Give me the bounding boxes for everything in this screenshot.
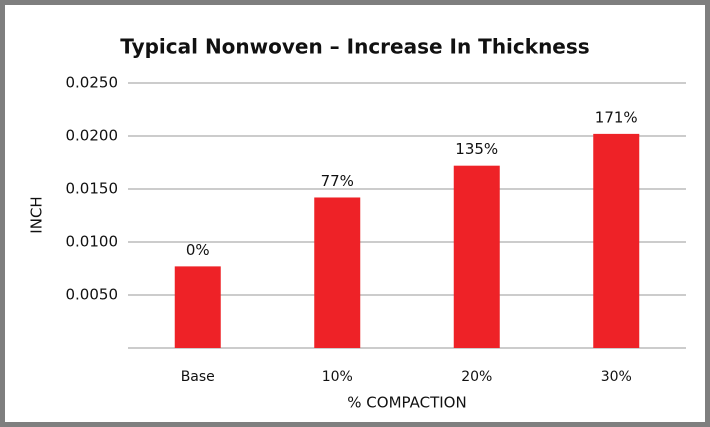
y-tick-label: 0.0150 [66, 180, 119, 198]
bar [174, 266, 221, 348]
bar [314, 197, 361, 348]
data-label: 0% [186, 241, 210, 259]
data-label: 77% [321, 172, 354, 190]
x-tick-label: 10% [322, 369, 353, 385]
y-tick-label: 0.0250 [66, 74, 119, 92]
y-tick-label: 0.0200 [66, 127, 119, 145]
chart-title: Typical Nonwoven – Increase In Thickness [120, 35, 589, 59]
bar [593, 133, 640, 348]
y-tick-label: 0.0100 [66, 233, 119, 251]
y-axis-title: INCH [28, 196, 46, 233]
y-tick-label: 0.0050 [66, 286, 119, 304]
x-axis-title: % COMPACTION [347, 394, 466, 412]
x-tick-label: Base [181, 369, 215, 385]
data-label: 171% [595, 108, 638, 126]
x-tick-label: 20% [461, 369, 492, 385]
bar [453, 165, 500, 348]
x-tick-label: 30% [601, 369, 632, 385]
data-label: 135% [455, 140, 498, 158]
